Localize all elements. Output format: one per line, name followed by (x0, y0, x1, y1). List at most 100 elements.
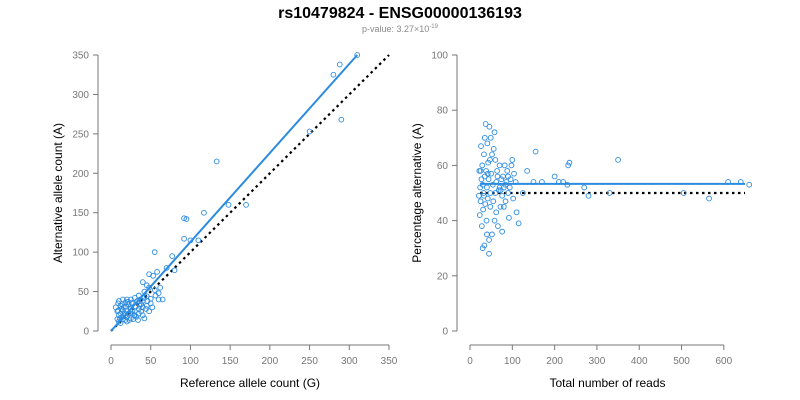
data-point (131, 312, 137, 319)
percentage-scatter: 0 100 200 300 400 500 600 0 20 40 60 80 100 Total num… (410, 51, 753, 390)
data-point (243, 201, 249, 208)
figure-subtitle: p-value: 3.27×10-19 (0, 24, 800, 34)
data-point (551, 173, 558, 180)
x-axis-title: Reference allele count (G) (180, 376, 320, 390)
y-tick-label: 150 (72, 208, 89, 219)
data-point (479, 245, 486, 252)
y-tick-label: 200 (72, 169, 89, 180)
figure-title: rs10479824 - ENSG00000136193 (278, 5, 522, 22)
fit-line (110, 54, 358, 332)
x-tick-label: 0 (108, 356, 114, 367)
data-point (159, 296, 166, 303)
x-tick-label: 50 (145, 356, 157, 367)
data-point (152, 292, 159, 299)
data-point (306, 128, 313, 135)
data-point (486, 237, 492, 243)
data-point (478, 176, 485, 183)
data-point (213, 158, 220, 165)
data-point (511, 170, 517, 177)
x-tick-label: 200 (546, 356, 563, 367)
data-point (154, 269, 160, 275)
data-point (147, 300, 154, 307)
x-axis-title: Total number of reads (549, 376, 665, 390)
data-point (506, 214, 512, 221)
data-point (746, 181, 753, 188)
data-point (494, 168, 500, 174)
data-point (117, 302, 124, 309)
data-point (524, 168, 530, 174)
data-point (330, 71, 337, 78)
data-point (565, 162, 572, 169)
data-point (115, 307, 121, 314)
data-point (136, 302, 143, 309)
data-point (157, 284, 164, 291)
data-point (499, 192, 506, 199)
data-point (155, 296, 162, 303)
data-point (491, 129, 498, 136)
data-point (498, 176, 505, 183)
data-point (481, 134, 488, 141)
data-point (171, 267, 178, 274)
data-point (163, 265, 170, 271)
x-tick-label: 350 (381, 356, 398, 367)
data-point (481, 151, 487, 158)
data-point (495, 223, 501, 229)
y-tick-label: 0 (442, 327, 448, 338)
data-point (169, 253, 176, 259)
data-point (484, 231, 490, 238)
data-point (509, 157, 516, 163)
data-point (123, 303, 129, 310)
data-point (495, 187, 502, 194)
x-tick-label: 250 (301, 356, 318, 367)
data-point (183, 216, 190, 222)
data-point (508, 162, 515, 169)
data-point (139, 279, 146, 285)
data-point (482, 121, 489, 127)
reference-line (110, 54, 390, 332)
data-point (128, 299, 135, 306)
data-point (504, 168, 511, 174)
data-point (494, 173, 501, 180)
data-point (615, 157, 621, 163)
y-tick-label: 250 (72, 129, 89, 140)
data-point (497, 203, 504, 210)
y-tick-label: 60 (437, 161, 449, 172)
data-point (482, 201, 489, 207)
data-point (513, 209, 520, 216)
y-tick-label: 80 (437, 106, 449, 117)
data-point (480, 190, 487, 196)
data-point (477, 184, 484, 191)
data-point (502, 198, 509, 205)
data-point (134, 298, 141, 304)
data-point (585, 192, 592, 199)
x-tick-label: 150 (222, 356, 239, 367)
data-point (493, 209, 500, 216)
data-point (151, 287, 158, 293)
x-tick-label: 100 (182, 356, 199, 367)
data-point (581, 184, 588, 191)
data-point (195, 237, 202, 244)
data-point (141, 295, 148, 301)
data-point (489, 231, 495, 238)
data-point (480, 206, 486, 213)
data-point (143, 306, 149, 312)
data-point (510, 195, 517, 202)
y-tick-label: 350 (72, 51, 89, 62)
x-tick-label: 300 (589, 356, 606, 367)
p-value-exponent: -19 (429, 24, 438, 30)
x-tick-label: 600 (716, 356, 733, 367)
y-tick-label: 40 (437, 216, 449, 227)
data-point (706, 195, 712, 202)
y-tick-label: 0 (83, 327, 89, 338)
data-point (478, 143, 484, 149)
y-tick-label: 100 (72, 248, 89, 259)
x-tick-label: 400 (631, 356, 648, 367)
data-point (126, 317, 133, 323)
data-point (151, 249, 158, 255)
data-point (484, 170, 491, 177)
data-point (492, 157, 499, 163)
data-point (146, 284, 152, 291)
data-point (477, 168, 484, 174)
data-point (532, 148, 539, 155)
data-point (505, 173, 511, 180)
